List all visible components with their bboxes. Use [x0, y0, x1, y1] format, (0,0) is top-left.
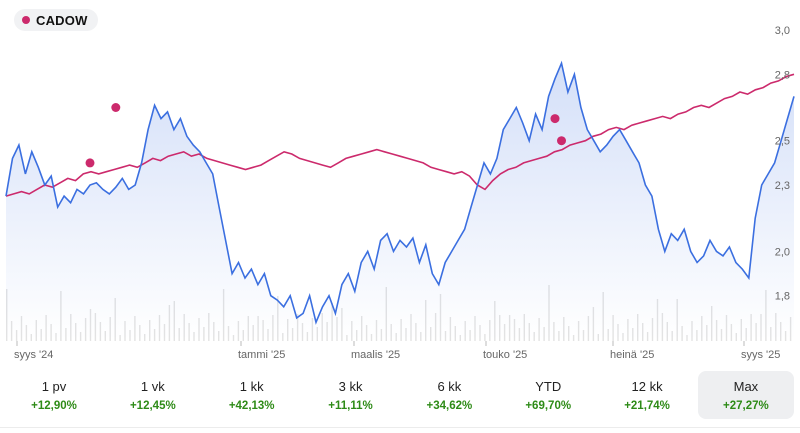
- divider: [0, 427, 800, 428]
- y-tick-label: 2,3: [775, 180, 790, 192]
- x-tick-label: maalis '25: [351, 349, 400, 361]
- period-label: 1 kk: [239, 378, 264, 394]
- y-axis: 3,0 2,8 2,5 2,3 2,0 1,8: [775, 25, 790, 303]
- event-markers: [85, 103, 566, 168]
- price-area-fill: [6, 63, 794, 340]
- period-tab[interactable]: YTD +69,70%: [500, 371, 596, 419]
- event-marker: [111, 103, 121, 112]
- x-tick-label: touko '25: [483, 349, 527, 361]
- y-tick-label: 2,0: [775, 246, 790, 258]
- period-tab[interactable]: Max +27,27%: [697, 371, 794, 419]
- price-line: [5, 60, 795, 325]
- period-change: +27,27%: [723, 399, 769, 412]
- period-change: +69,70%: [525, 399, 572, 412]
- period-label: 12 kk: [631, 378, 663, 394]
- event-marker: [550, 114, 560, 124]
- period-label: 6 kk: [437, 378, 462, 394]
- y-tick-label: 2,8: [775, 69, 790, 81]
- period-tab[interactable]: 12 kk +21,74%: [599, 371, 695, 419]
- period-tab[interactable]: 1 pv +12,90%: [6, 371, 102, 419]
- period-change: +12,45%: [129, 399, 176, 412]
- x-tick-label: heinä '25: [610, 349, 654, 361]
- period-label: 1 vk: [140, 378, 165, 394]
- series-name: CADOW: [36, 12, 88, 28]
- period-label: 3 kk: [338, 378, 363, 394]
- period-tab[interactable]: 1 kk +42,13%: [204, 371, 300, 419]
- period-change: +34,62%: [426, 399, 473, 412]
- period-change: +12,90%: [31, 399, 77, 412]
- y-tick-label: 1,8: [775, 291, 790, 303]
- price-chart[interactable]: 3,0 2,8 2,5 2,3 2,0 1,8 syys '24 tammi '25 maal…: [0, 0, 800, 370]
- series-legend[interactable]: CADOW: [14, 9, 98, 31]
- series-color-dot: [22, 16, 30, 24]
- event-marker: [85, 158, 95, 168]
- x-axis: syys '24 tammi '25 maalis '25 touko '25 hein…: [14, 341, 780, 361]
- x-tick-label: syys '24: [14, 349, 53, 361]
- period-label: Max: [733, 378, 759, 394]
- y-tick-label: 2,5: [775, 136, 790, 148]
- period-label: YTD: [535, 378, 562, 394]
- period-change: +11,11%: [328, 399, 373, 412]
- period-tab[interactable]: 3 kk +11,11%: [303, 371, 399, 419]
- period-tab[interactable]: 6 kk +34,62%: [401, 371, 497, 419]
- x-tick-label: syys '25: [741, 349, 780, 361]
- period-selector: 1 pv +12,90% 1 vk +12,45% 1 kk +42,13% 3 kk +11…: [6, 371, 794, 421]
- comparison-line: [5, 73, 795, 197]
- event-marker: [557, 136, 566, 146]
- period-change: +21,74%: [624, 399, 670, 412]
- period-change: +42,13%: [228, 399, 275, 412]
- period-label: 1 pv: [41, 378, 67, 394]
- y-tick-label: 3,0: [775, 25, 790, 37]
- period-tab[interactable]: 1 vk +12,45%: [105, 371, 201, 419]
- x-tick-label: tammi '25: [238, 349, 285, 361]
